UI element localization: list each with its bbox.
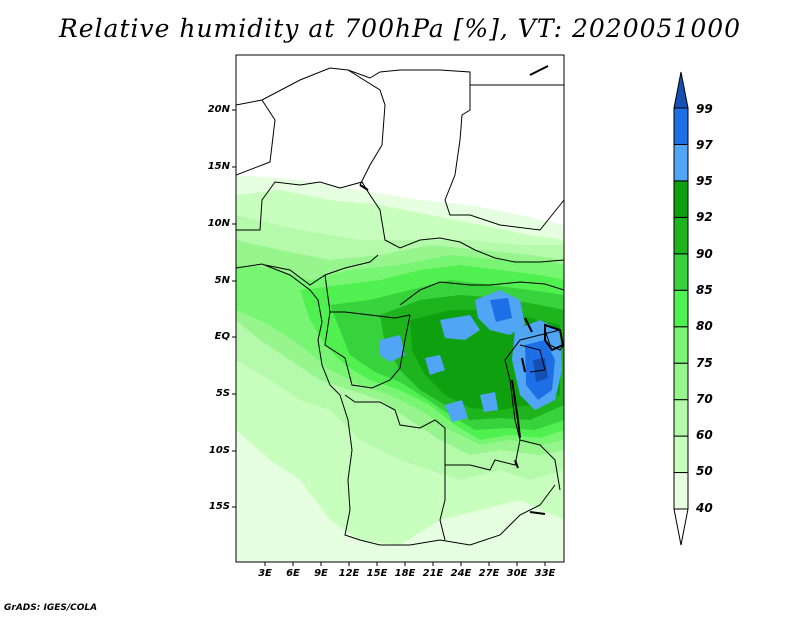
- border-line: [236, 67, 564, 231]
- rh-contour-97: [490, 298, 512, 322]
- lakes: [359, 65, 564, 515]
- lon-label: 6E: [286, 568, 300, 579]
- colorbar-label: 85: [696, 283, 713, 297]
- colorbar-label: 40: [696, 501, 713, 515]
- border-line: [439, 465, 446, 541]
- colorbar-label: 97: [696, 138, 713, 152]
- country-borders: [236, 67, 564, 546]
- colorbar-label: 70: [696, 392, 713, 406]
- lake-albert: [524, 317, 533, 333]
- rh-contour-95: [380, 335, 405, 362]
- lake-mweru: [514, 459, 519, 469]
- border-line: [236, 99, 276, 176]
- colorbar-label: 90: [696, 247, 713, 261]
- credit-text: GrADS: IGES/COLA: [4, 603, 98, 613]
- rh-contour-95: [425, 355, 445, 375]
- colorbar-label: 92: [696, 210, 713, 224]
- lake-chad: [359, 184, 369, 191]
- axis-ticks: [232, 109, 546, 566]
- map-frame: [235, 54, 565, 563]
- lake-tanganyika: [511, 379, 521, 439]
- border-line: [347, 69, 386, 186]
- lon-label: 18E: [394, 568, 416, 579]
- border-line: [324, 311, 411, 389]
- rh-contour-95: [440, 315, 480, 340]
- nile-feature: [529, 65, 549, 76]
- border-line: [236, 181, 564, 263]
- border-line: [519, 344, 546, 373]
- lake-kivu: [521, 357, 526, 373]
- border-line: [344, 479, 556, 546]
- colorbar-label: 80: [696, 319, 713, 333]
- lon-label: 24E: [450, 568, 472, 579]
- chart-title: Relative humidity at 700hPa [%], VT: 202…: [58, 14, 742, 43]
- lat-label: 10S: [208, 445, 230, 456]
- lon-label: 30E: [506, 568, 528, 579]
- lat-label: 10N: [207, 218, 230, 229]
- lon-label: 12E: [338, 568, 360, 579]
- lon-label: 33E: [534, 568, 556, 579]
- lon-label: 15E: [366, 568, 388, 579]
- colorbar-label: 75: [696, 356, 713, 370]
- colorbar-label: 60: [696, 428, 713, 442]
- border-line: [519, 439, 561, 491]
- border-line: [344, 329, 561, 471]
- rh-contour-95: [480, 392, 498, 412]
- border-line: [544, 329, 564, 351]
- rh-contour-99: [533, 358, 548, 382]
- colorbar-label: 95: [696, 174, 713, 188]
- rh-contour-95: [445, 400, 468, 422]
- border-line: [399, 281, 564, 306]
- coastline: [236, 263, 353, 481]
- lon-label: 27E: [478, 568, 500, 579]
- lon-label: 3E: [258, 568, 272, 579]
- lon-label: 21E: [422, 568, 444, 579]
- border-line: [324, 274, 411, 319]
- lat-label: 15N: [207, 161, 230, 172]
- lat-label: 20N: [207, 104, 230, 115]
- lat-label: 5S: [215, 388, 230, 399]
- lake-malawi: [529, 511, 546, 515]
- lake-victoria: [544, 323, 564, 352]
- colorbar-label: 50: [696, 464, 713, 478]
- lat-label: 5N: [214, 275, 230, 286]
- lat-label: EQ: [214, 331, 230, 342]
- lat-label: 15S: [208, 501, 230, 512]
- colorbar-label: 99: [696, 102, 713, 116]
- lon-label: 9E: [314, 568, 328, 579]
